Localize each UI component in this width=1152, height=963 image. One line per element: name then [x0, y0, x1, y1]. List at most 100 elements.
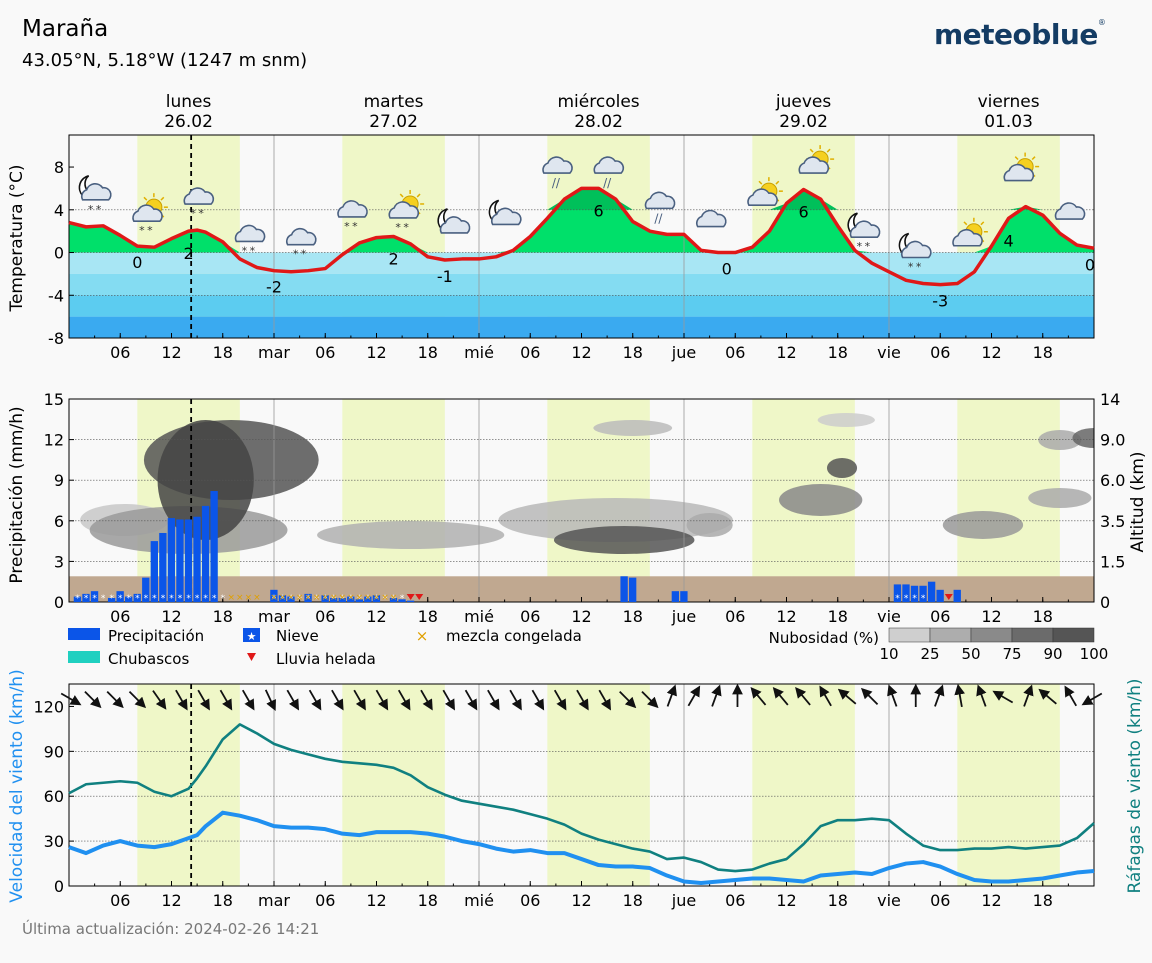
wind-direction-arrow: [992, 690, 1014, 704]
wind-direction-arrow: [219, 689, 233, 711]
x-tick-label: 18: [828, 891, 848, 910]
x-tick-label: 12: [981, 343, 1001, 362]
sun-ray: [809, 148, 814, 153]
temperature-label: 4: [1003, 231, 1013, 250]
temperature-label: -1: [437, 267, 453, 286]
wind-direction-arrow: [860, 687, 879, 706]
cloud-legend-level: 10: [879, 645, 898, 663]
snow-marker: *: [203, 594, 208, 604]
day-name: lunes: [166, 92, 212, 112]
sun-ray: [826, 148, 831, 153]
brand-logo[interactable]: meteoblue®: [934, 18, 1106, 51]
day-name: jueves: [775, 92, 831, 112]
altitude-tick-label: 6.0: [1100, 471, 1125, 490]
wind-direction-arrow: [934, 684, 945, 707]
wind-direction-arrow: [619, 690, 637, 709]
y-tick-label: 15: [44, 390, 64, 409]
snow-flake: *: [242, 244, 248, 257]
cloud-layer: [1072, 428, 1094, 448]
temperature-warm-area: [69, 188, 1094, 253]
wind-direction-arrow: [531, 689, 545, 711]
x-tick-label: jue: [671, 891, 696, 910]
sun-ray: [416, 193, 421, 198]
legend-swatch-mixed: ×: [416, 627, 429, 645]
x-tick-label: 18: [418, 891, 438, 910]
mixed-marker: ×: [228, 593, 236, 603]
x-tick-label: 12: [366, 891, 386, 910]
precipitation-bar: [116, 591, 124, 602]
snow-marker: *: [212, 594, 217, 604]
precipitation-bar: [902, 584, 910, 602]
x-tick-label: 06: [725, 891, 745, 910]
y-tick-label: 0: [54, 244, 64, 263]
cloud-layer: [942, 511, 1024, 539]
wind-direction-arrow: [375, 689, 389, 711]
mixed-marker: ×: [253, 593, 261, 603]
x-tick-label: 06: [110, 891, 130, 910]
cloud-shape: [491, 207, 522, 226]
legend-swatch-snow: [243, 628, 260, 642]
snow-marker: *: [186, 594, 191, 604]
mixed-marker: ×: [373, 593, 381, 603]
location-name: Maraña: [22, 16, 109, 42]
precipitation-bar: [125, 596, 133, 602]
cloud-layer: [779, 484, 863, 516]
y-tick-label: 3: [54, 552, 64, 571]
legend-swatch-precipitation: [68, 628, 100, 640]
y-tick-label: 0: [54, 877, 64, 896]
snow-marker: *: [332, 594, 337, 604]
rain-drops: //: [603, 176, 612, 190]
y-tick-label: 6: [54, 512, 64, 531]
mixed-marker: ×: [270, 593, 278, 603]
precipitation-bar: [355, 599, 363, 602]
x-tick-label: mié: [464, 607, 494, 626]
temperature-label: -3: [932, 292, 948, 311]
snow-marker: *: [391, 594, 396, 604]
mixed-marker: ×: [330, 593, 338, 603]
altitude-tick-label: 9.0: [1100, 431, 1125, 450]
cloud-legend-level: 75: [1002, 645, 1021, 663]
cloud-shape: [593, 156, 625, 174]
mixed-marker: ×: [364, 593, 372, 603]
precipitation-bar: [910, 585, 919, 602]
y-tick-label: 90: [44, 742, 64, 761]
cloud-legend-swatch: [1052, 627, 1095, 643]
wind-panel: 0 30 60 90 120 06 12 18 mar 06 12 18 mié 06 12 18 jue 06 1…: [7, 669, 1145, 910]
daylight-band: [752, 684, 855, 886]
sun-ray: [775, 180, 780, 185]
cloud-layer: [593, 420, 673, 436]
snow-flake: *: [293, 248, 299, 261]
precipitation-bar: [406, 600, 415, 602]
snow-marker: *: [84, 594, 89, 604]
snow-marker: *: [912, 594, 917, 604]
snow-marker: *: [357, 594, 362, 604]
temperature-label: 0: [132, 253, 142, 272]
snow-flake: *: [198, 207, 204, 220]
x-tick-label: 12: [161, 607, 181, 626]
temperature-band: [69, 273, 1094, 296]
snow-flake: *: [96, 203, 102, 216]
altitude-tick-label: 0: [1100, 593, 1110, 612]
snow-flake: *: [139, 224, 145, 237]
snow-marker: *: [921, 594, 926, 604]
x-tick-label: mié: [464, 343, 494, 362]
snow-flake: *: [344, 220, 350, 233]
wind-direction-arrow: [286, 689, 300, 711]
cloud-legend-swatch: [888, 627, 931, 643]
x-tick-label: mié: [464, 891, 494, 910]
precipitation-bar: [167, 518, 176, 602]
freezing-rain-marker: [944, 594, 953, 600]
daylight-band: [342, 684, 445, 886]
x-tick-label: 12: [366, 607, 386, 626]
cloud-shape: [286, 227, 317, 246]
snow-marker: *: [297, 594, 302, 604]
snow-marker: *: [101, 594, 106, 604]
temperature-line: [68, 186, 1095, 287]
wind-direction-arrow: [837, 688, 857, 705]
precipitation-bar: [184, 519, 193, 602]
temperature-label: -2: [266, 278, 282, 297]
snow-marker: *: [161, 594, 166, 604]
x-tick-label: vie: [877, 343, 901, 362]
wind-direction-arrow: [84, 690, 102, 709]
snow-marker: *: [314, 594, 319, 604]
